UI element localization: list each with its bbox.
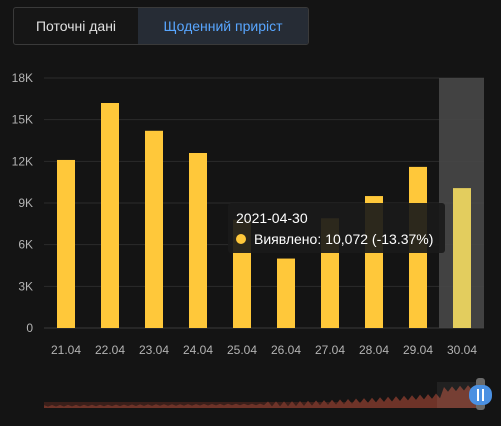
- series-dot-icon: [236, 234, 246, 244]
- tooltip-series-label: Виявлено:: [254, 231, 322, 247]
- y-tick-label: 15K: [12, 113, 33, 127]
- navigator-handle-icon[interactable]: [469, 378, 492, 410]
- bar-26.04[interactable]: [277, 258, 295, 328]
- bar-22.04[interactable]: [101, 103, 119, 328]
- x-tick-label: 21.04: [51, 343, 81, 357]
- chart-tooltip: 2021-04-30 Виявлено: 10,072 (-13.37%): [228, 203, 445, 253]
- range-navigator: [44, 378, 492, 410]
- bar-24.04[interactable]: [189, 153, 207, 328]
- x-axis-ticks: 21.04 22.04 23.04 24.04 25.04 26.04 27.04 28.04…: [51, 343, 477, 357]
- tooltip-value: 10,072: [325, 231, 369, 247]
- x-tick-label: 26.04: [271, 343, 301, 357]
- tab-daily-growth[interactable]: Щоденний приріст: [138, 8, 308, 44]
- x-tick-label: 24.04: [183, 343, 213, 357]
- tab-current-data[interactable]: Поточні дані: [35, 18, 117, 34]
- tooltip-date: 2021-04-30: [236, 210, 308, 226]
- y-tick-label: 0: [26, 321, 33, 335]
- view-tabs: Поточні дані Щоденний приріст: [13, 7, 309, 45]
- y-tick-label: 12K: [12, 154, 33, 168]
- y-tick-label: 9K: [18, 196, 33, 210]
- bar-30.04[interactable]: [453, 188, 471, 328]
- y-tick-label: 6K: [18, 238, 33, 252]
- y-tick-label: 3K: [18, 279, 33, 293]
- x-tick-label: 30.04: [447, 343, 477, 357]
- x-tick-label: 27.04: [315, 343, 345, 357]
- bar-23.04[interactable]: [145, 130, 163, 328]
- bar-21.04[interactable]: [57, 159, 75, 328]
- navigator-area: [44, 384, 484, 408]
- tooltip-change: -13.37%: [376, 231, 429, 247]
- x-tick-label: 29.04: [403, 343, 433, 357]
- y-axis-ticks: 0 3K 6K 9K 12K 15K 18K: [12, 71, 34, 335]
- y-tick-label: 18K: [12, 71, 33, 85]
- x-tick-label: 28.04: [359, 343, 389, 357]
- x-tick-label: 25.04: [227, 343, 257, 357]
- x-tick-label: 22.04: [95, 343, 125, 357]
- x-tick-label: 23.04: [139, 343, 169, 357]
- navigator-track[interactable]: [44, 402, 484, 408]
